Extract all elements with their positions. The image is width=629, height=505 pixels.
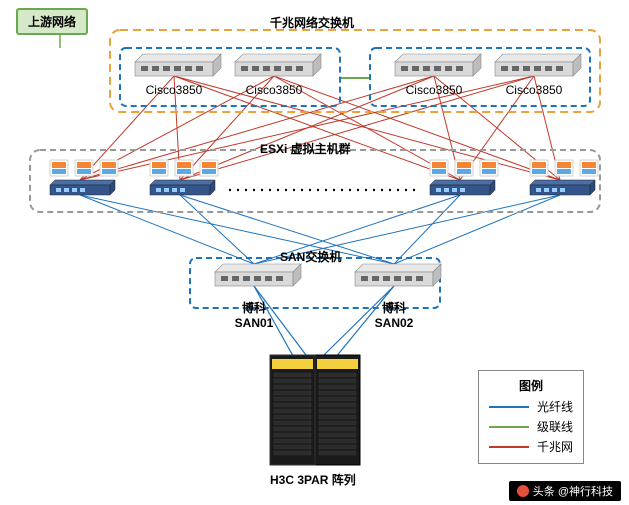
legend-swatch [489, 446, 529, 448]
svg-text:Cisco3850: Cisco3850 [146, 83, 203, 97]
legend-row: 级联线 [489, 418, 573, 435]
legend-label: 光纤线 [537, 398, 573, 415]
svg-text:SAN02: SAN02 [375, 316, 414, 330]
upstream-network-label: 上游网络 [16, 8, 88, 35]
legend-swatch [489, 406, 529, 408]
legend-row: 千兆网 [489, 438, 573, 455]
legend-row: 光纤线 [489, 398, 573, 415]
svg-text:Cisco3850: Cisco3850 [246, 83, 303, 97]
svg-text:SAN01: SAN01 [235, 316, 274, 330]
legend-swatch [489, 426, 529, 428]
watermark: 头条 @神行科技 [509, 481, 621, 501]
storage-label: H3C 3PAR 阵列 [270, 471, 356, 488]
svg-text:Cisco3850: Cisco3850 [506, 83, 563, 97]
legend-box: 图例 光纤线级联线千兆网 [478, 370, 584, 464]
svg-text:博科: 博科 [382, 300, 406, 315]
legend-label: 级联线 [537, 418, 573, 435]
svg-text:Cisco3850: Cisco3850 [406, 83, 463, 97]
title-san-switches: SAN交换机 [280, 248, 341, 265]
title-esxi-cluster: ESXi 虚拟主机群 [260, 140, 351, 157]
title-gig-switches: 千兆网络交换机 [270, 14, 354, 31]
legend-label: 千兆网 [537, 438, 573, 455]
legend-title: 图例 [489, 377, 573, 394]
svg-text:博科: 博科 [242, 300, 266, 315]
toutiao-icon [517, 485, 529, 497]
